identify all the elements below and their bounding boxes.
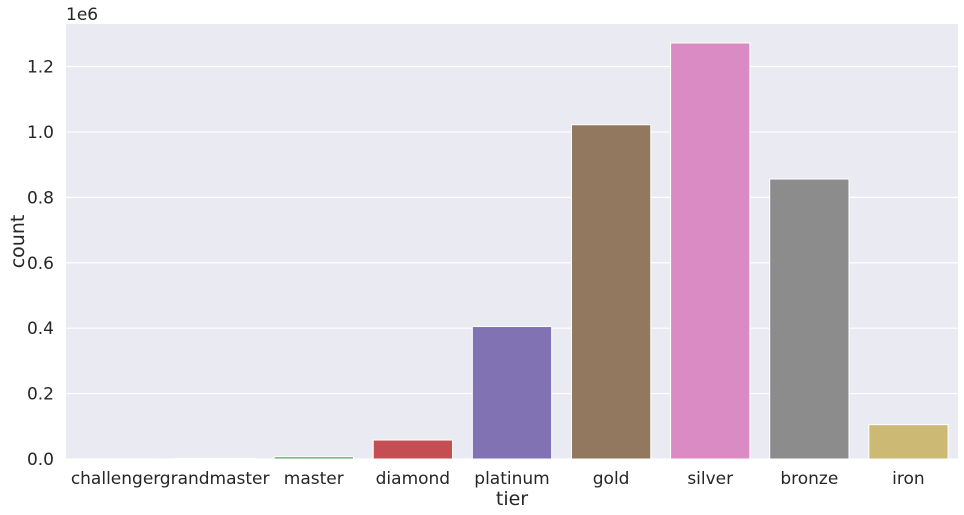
y-tick-label: 1.2 [27, 58, 54, 78]
x-tick-label: master [284, 469, 344, 489]
bar-bronze [769, 178, 850, 460]
y-tick-labels: 0.0 0.2 0.4 0.6 0.8 1.0 1.2 [27, 58, 54, 470]
y-tick-label: 0.4 [27, 319, 54, 339]
x-tick-label: diamond [376, 469, 450, 489]
x-tick-label: silver [687, 469, 733, 489]
bar-silver [670, 42, 751, 460]
x-tick-label: iron [892, 469, 925, 489]
x-tick-labels: challenger grandmaster master diamond platin… [71, 469, 925, 489]
y-tick-label: 1.0 [27, 123, 54, 143]
x-tick-label: grandmaster [160, 469, 270, 489]
bar-diamond [372, 439, 454, 460]
y-tick-label: 0.6 [27, 254, 54, 274]
x-axis-label: tier [496, 488, 528, 510]
bars [75, 42, 949, 460]
x-tick-label: bronze [780, 469, 838, 489]
y-tick-label: 0.0 [27, 450, 54, 470]
y-offset-label: 1e6 [66, 5, 98, 25]
y-tick-label: 0.2 [27, 385, 54, 405]
bar-gold [570, 124, 652, 460]
x-tick-label: platinum [474, 469, 549, 489]
bar-platinum [471, 326, 553, 460]
y-axis-label: count [7, 215, 29, 269]
x-tick-label: challenger [71, 469, 160, 489]
bar-master [273, 456, 354, 460]
bar-iron [868, 424, 949, 460]
x-tick-label: gold [593, 469, 630, 489]
y-tick-label: 0.8 [27, 188, 54, 208]
